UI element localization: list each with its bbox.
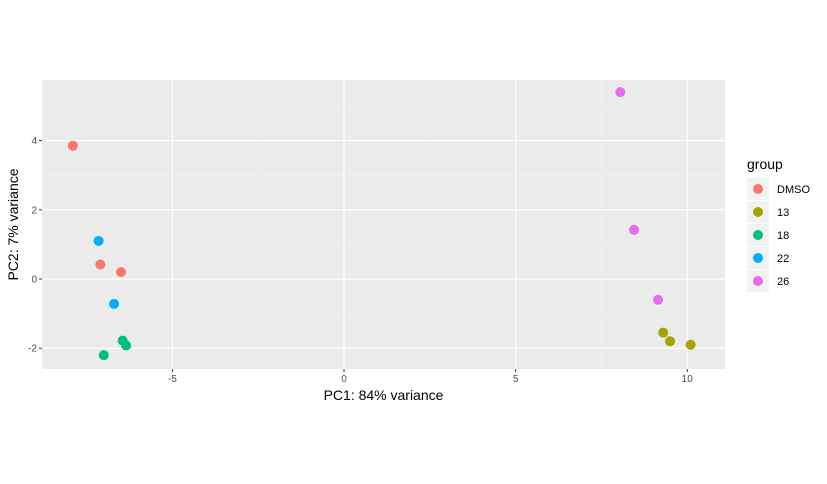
legend-entry-label: 26 [777, 276, 789, 288]
y-tick-label: 0 [31, 275, 37, 286]
plot-panel [42, 80, 725, 369]
y-tick-label: -2 [28, 344, 37, 355]
data-point [665, 336, 676, 347]
major-gridlines [42, 80, 725, 369]
y-axis-ticks: -2 0 2 4 [28, 136, 42, 355]
data-point [121, 340, 132, 351]
data-point [109, 298, 120, 309]
data-point [658, 327, 669, 338]
data-point [615, 87, 626, 98]
legend-title: group [747, 156, 783, 172]
legend-key-swatch [753, 276, 763, 286]
data-points [67, 87, 696, 361]
y-tick-label: 2 [31, 205, 37, 216]
legend-key-swatch [753, 207, 763, 217]
legend-key-swatch [753, 184, 763, 194]
legend-entry-label: DMSO [777, 184, 810, 196]
x-tick-label: 0 [341, 374, 347, 385]
x-axis-ticks: -5 0 5 10 [168, 369, 693, 385]
data-point [93, 235, 104, 246]
legend-entry-label: 18 [777, 230, 789, 242]
data-point [115, 267, 126, 278]
x-tick-label: 10 [682, 374, 694, 385]
legend-entry-label: 22 [777, 253, 789, 265]
legend-key-swatch [753, 253, 763, 263]
data-point [67, 140, 78, 151]
x-tick-label: -5 [168, 374, 177, 385]
data-point [653, 294, 664, 305]
data-point [98, 350, 109, 361]
y-tick-label: 4 [31, 136, 37, 147]
legend: group DMSO 13 18 22 26 [747, 156, 810, 292]
x-axis-title: PC1: 84% variance [324, 387, 444, 403]
x-tick-label: 5 [513, 374, 519, 385]
data-point [95, 259, 106, 270]
legend-entry-label: 13 [777, 207, 789, 219]
minor-gridlines [42, 80, 725, 369]
legend-key-swatch [753, 230, 763, 240]
y-axis-title: PC2: 7% variance [5, 168, 21, 280]
data-point [629, 224, 640, 235]
data-point [685, 339, 696, 350]
